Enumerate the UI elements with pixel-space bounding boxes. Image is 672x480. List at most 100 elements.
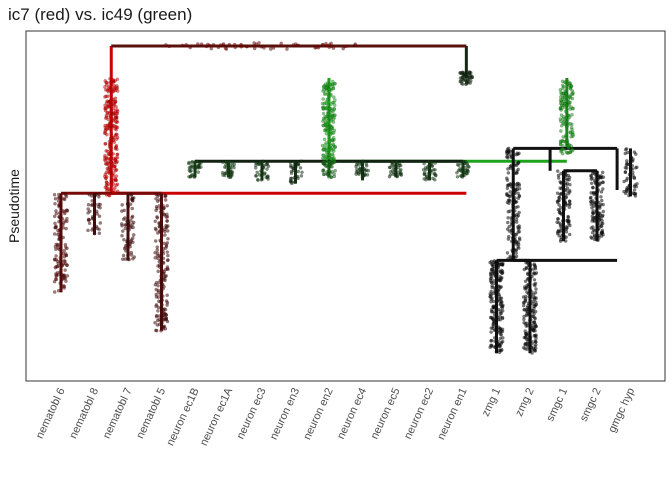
cell-point: [532, 282, 537, 287]
cell-point: [98, 221, 103, 225]
cell-point: [555, 230, 560, 234]
cell-point: [57, 204, 62, 209]
cell-point: [333, 98, 337, 102]
cell-point: [516, 167, 521, 172]
cell-point: [260, 168, 264, 173]
cell-point: [561, 135, 566, 139]
cell-point: [104, 186, 109, 190]
cell-point: [295, 43, 300, 48]
cell-point: [398, 172, 403, 176]
cell-point: [505, 200, 510, 205]
cell-point: [330, 82, 335, 87]
cell-point: [570, 148, 575, 153]
cell-point: [160, 268, 165, 273]
cell-point: [570, 113, 574, 117]
cell-point: [514, 199, 519, 204]
cell-point: [64, 251, 68, 256]
cell-point: [324, 131, 329, 136]
cell-point: [165, 258, 170, 263]
cell-point: [321, 89, 325, 93]
cell-point: [113, 164, 117, 168]
cell-point: [323, 91, 327, 95]
cell-point: [218, 43, 223, 47]
cell-point: [115, 152, 119, 157]
cell-point: [527, 288, 532, 292]
cell-point: [57, 196, 61, 200]
cell-point: [156, 299, 161, 303]
cell-point: [500, 336, 505, 340]
cell-point: [158, 278, 163, 282]
cell-point: [111, 174, 116, 178]
cell-point: [105, 110, 110, 115]
cell-point: [598, 182, 602, 186]
cell-point: [630, 163, 635, 168]
cell-point: [90, 228, 94, 232]
cell-point: [58, 259, 63, 263]
cell-point: [354, 167, 359, 172]
cell-point: [422, 171, 427, 175]
cell-point: [321, 105, 326, 110]
cell-point: [165, 319, 170, 324]
cell-point: [497, 343, 501, 348]
cell-point: [327, 155, 332, 160]
cell-point: [157, 197, 161, 202]
cell-point: [224, 165, 229, 169]
cell-point: [56, 288, 61, 293]
cell-point: [98, 202, 102, 207]
cell-point: [564, 125, 569, 130]
cell-point: [565, 169, 570, 173]
cell-point: [115, 77, 120, 82]
cell-point: [125, 238, 130, 242]
cell-point: [291, 168, 296, 173]
cell-point: [115, 111, 119, 116]
cell-point: [254, 173, 258, 178]
cell-point: [324, 150, 329, 155]
cell-point: [596, 238, 600, 243]
cell-point: [353, 42, 358, 46]
cell-point: [159, 328, 163, 333]
cell-point: [107, 88, 112, 92]
cell-point: [52, 214, 57, 219]
cell-point: [328, 93, 333, 98]
cell-point: [198, 161, 203, 166]
cell-point: [588, 196, 593, 200]
cell-point: [463, 165, 468, 170]
cell-point: [514, 220, 519, 224]
cell-point: [499, 304, 504, 309]
cell-point: [510, 192, 515, 197]
cell-point: [509, 239, 514, 244]
cell-point: [154, 227, 158, 232]
cell-point: [590, 236, 594, 240]
cell-point: [505, 251, 510, 255]
cell-point: [558, 211, 562, 215]
cell-point: [514, 152, 519, 157]
cell-point: [600, 218, 604, 223]
cell-point: [631, 173, 635, 178]
cell-point: [504, 151, 509, 156]
cell-point: [327, 163, 332, 168]
cell-point: [324, 86, 329, 90]
cell-point: [125, 202, 130, 207]
cell-point: [391, 172, 396, 177]
cell-point: [530, 351, 534, 355]
cell-point: [321, 111, 326, 116]
cell-point: [230, 164, 235, 168]
cell-point: [532, 277, 537, 282]
cell-point: [564, 188, 569, 193]
chart-title: ic7 (red) vs. ic49 (green): [8, 5, 193, 24]
cell-point: [161, 256, 166, 261]
cell-point: [632, 150, 637, 154]
cell-point: [496, 339, 501, 344]
cell-point: [562, 204, 567, 209]
cell-point: [491, 324, 496, 329]
cell-point: [321, 97, 326, 101]
cell-point: [529, 348, 534, 352]
x-tick-label: smgc 2: [578, 386, 604, 423]
cell-point: [54, 211, 59, 216]
cell-point: [492, 278, 496, 283]
cell-point: [564, 230, 569, 234]
cell-point: [112, 110, 116, 115]
cell-point: [165, 250, 170, 254]
cell-point: [159, 290, 164, 294]
cell-point: [255, 178, 260, 182]
